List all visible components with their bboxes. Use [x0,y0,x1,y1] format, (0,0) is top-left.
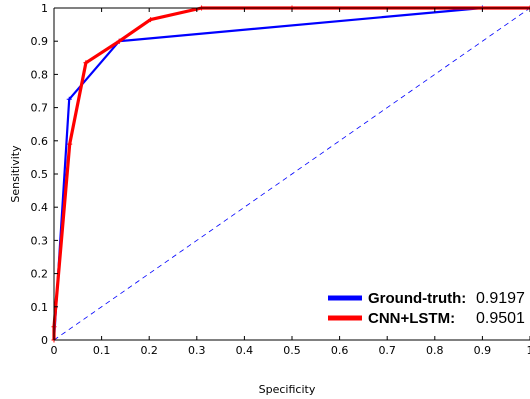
x-tick-label-3: 0.3 [188,344,206,357]
y-tick-label-1: 0.1 [31,301,49,314]
y-axis-title: Sensitivity [9,145,22,203]
reference-layer [53,7,530,341]
legend-label-ground-truth: Ground-truth: [368,290,466,307]
legend-label-cnn-lstm: CNN+LSTM: [368,310,455,327]
series-point-cnn-lstm-4 [116,38,122,44]
y-tick-label-2: 0.2 [31,268,49,281]
reference-diagonal-line [53,7,530,341]
legend-value-ground-truth: 0.9197 [476,290,525,307]
x-tick-label-10: 1 [527,344,530,357]
y-tick-label-8: 0.8 [31,68,49,81]
x-tick-label-9: 0.9 [474,344,492,357]
series-point-cnn-lstm-5 [148,17,154,23]
y-tick-label-6: 0.6 [31,135,49,148]
ticks-layer: 0 0.1 0.2 0.3 0.4 0.5 0.6 0.7 0.8 0.9 1 0 0.1 0.2 0.3 0… [31,2,530,357]
x-tick-label-6: 0.6 [331,344,349,357]
y-tick-label-7: 0.7 [31,102,49,115]
y-tick-label-0: 0 [41,334,48,347]
x-tick-label-4: 0.4 [236,344,254,357]
legend: Ground-truth: 0.9197 CNN+LSTM: 0.9501 [328,290,525,327]
x-tick-label-2: 0.2 [140,344,158,357]
y-tick-label-10: 1 [41,2,48,15]
y-tick-label-5: 0.5 [31,168,49,181]
x-tick-label-8: 0.8 [426,344,444,357]
legend-value-cnn-lstm: 0.9501 [476,310,525,327]
series-point-cnn-lstm-2 [67,141,73,147]
y-tick-label-3: 0.3 [31,234,49,247]
y-tick-label-4: 0.4 [31,201,49,214]
y-tick-label-9: 0.9 [31,35,49,48]
x-axis-title: Specificity [259,383,316,396]
series-point-ground-truth-1 [66,96,72,102]
x-tick-label-7: 0.7 [378,344,396,357]
x-tick-label-0: 0 [51,344,58,357]
series-point-cnn-lstm-3 [83,60,89,66]
x-tick-label-1: 0.1 [93,344,111,357]
x-tick-label-5: 0.5 [283,344,301,357]
